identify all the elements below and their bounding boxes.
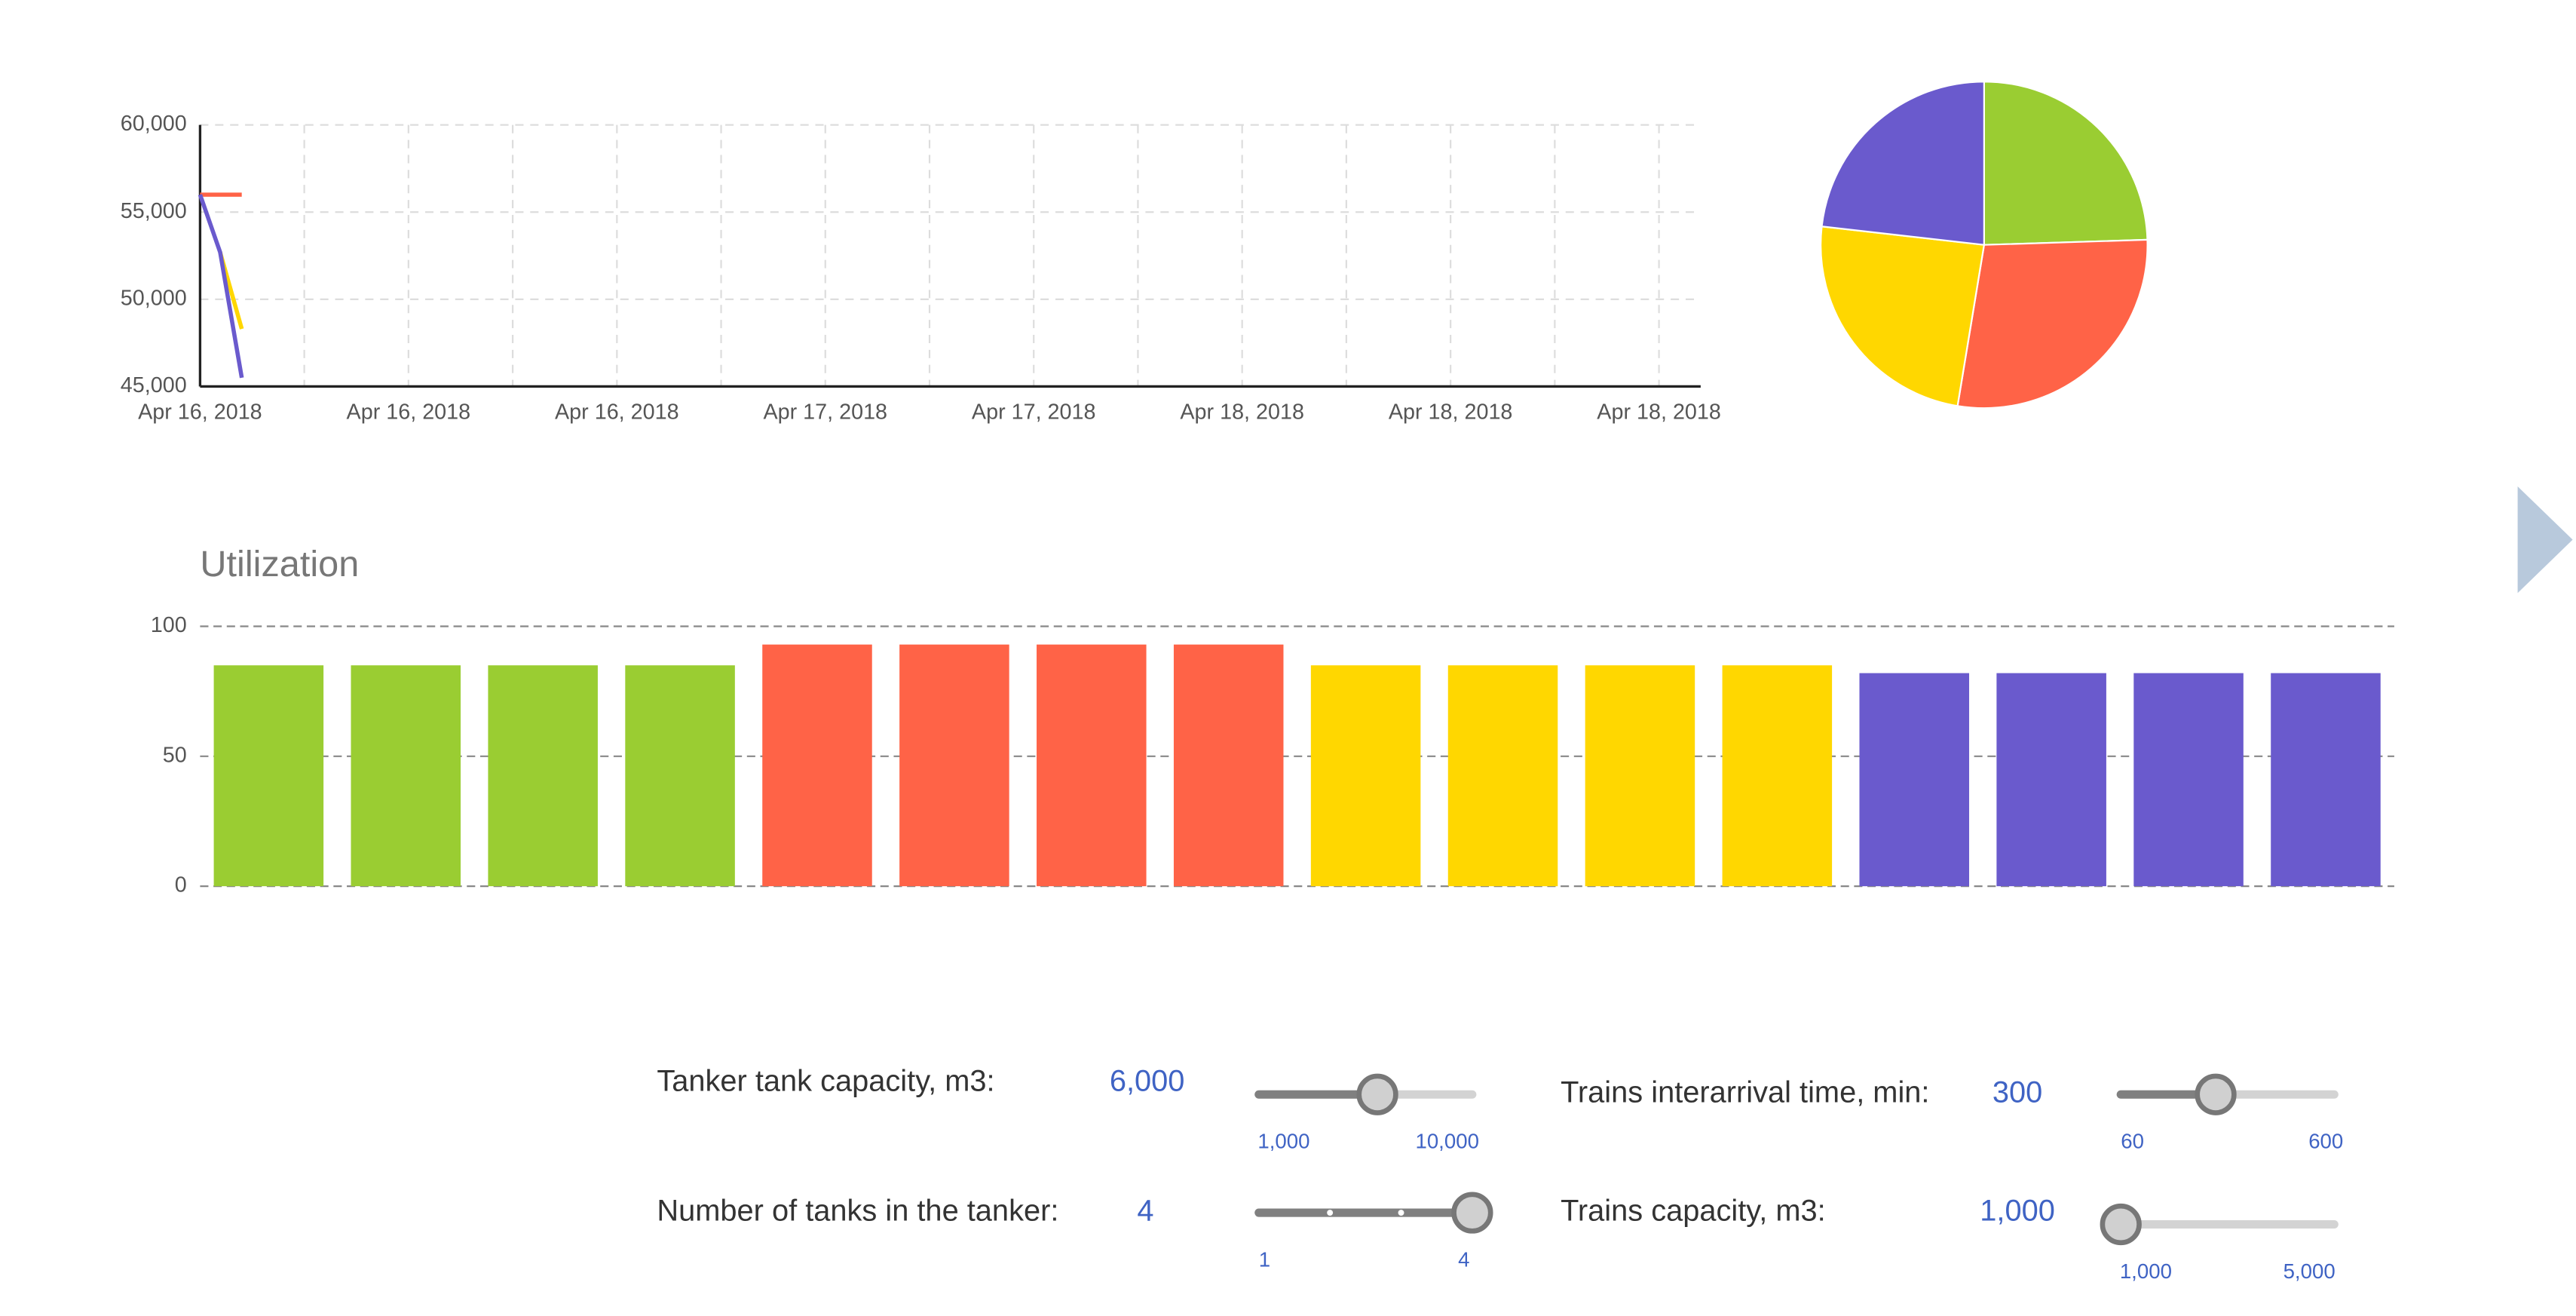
data-line [198,194,244,379]
bar [351,665,461,887]
bar [2133,673,2244,887]
y-tick-label: 100 [151,613,187,637]
slider-max-label: 5,000 [2283,1259,2336,1283]
bar [1585,665,1695,887]
bar [1722,665,1833,887]
slider-max-label: 4 [1458,1247,1469,1271]
y-tick-label: 55,000 [121,199,187,223]
control-label: Tanker tank capacity, m3: [657,1064,994,1097]
x-tick-label: Apr 18, 2018 [1389,400,1513,424]
x-tick-label: Apr 17, 2018 [763,400,887,424]
bar [762,644,872,887]
next-arrow[interactable] [2517,486,2573,594]
x-tick-label: Apr 17, 2018 [972,400,1096,424]
bar [488,665,598,887]
bar [899,644,1009,887]
slider-knob[interactable] [1451,1192,1493,1234]
slider-knob[interactable] [2100,1203,2142,1246]
slider-max-label: 600 [2308,1130,2343,1153]
bar [1037,644,1147,887]
control-value: 4 [1137,1195,1153,1228]
control-label: Trains interarrival time, min: [1561,1076,1929,1109]
bar-chart-title: Utilization [200,544,359,584]
control-value: 300 [1992,1076,2042,1109]
slider-min-label: 1,000 [2120,1259,2172,1283]
bar [2271,673,2381,887]
slider-max-label: 10,000 [1415,1130,1479,1153]
bar [625,665,735,887]
pie-slice [1821,81,1985,246]
bar [1996,673,2106,887]
x-tick-label: Apr 16, 2018 [138,400,262,424]
slider-knob[interactable] [1356,1073,1398,1115]
control-value: 1,000 [1980,1195,2055,1228]
slider-knob[interactable] [2195,1073,2237,1115]
slider-min-label: 1,000 [1257,1130,1309,1153]
y-tick-label: 50 [163,743,187,767]
bar [1859,673,1970,887]
bar [1310,665,1421,887]
control-label: Trains capacity, m3: [1561,1195,1826,1228]
pie-slice [1983,81,2149,246]
x-tick-label: Apr 16, 2018 [555,400,679,424]
slider-step [1398,1210,1404,1216]
bar [213,665,324,887]
y-tick-label: 60,000 [121,112,187,136]
y-tick-label: 50,000 [121,286,187,310]
bar [1447,665,1558,887]
y-tick-label: 0 [175,873,187,897]
control-value: 6,000 [1110,1064,1185,1097]
x-tick-label: Apr 18, 2018 [1180,400,1304,424]
x-tick-label: Apr 16, 2018 [347,400,471,424]
control-label: Number of tanks in the tanker: [657,1195,1058,1228]
bar [1173,644,1284,887]
slider-min-label: 60 [2121,1130,2144,1153]
pie-slice [1956,238,2149,410]
pie-slice [1820,225,1986,407]
y-tick-label: 45,000 [121,373,187,397]
x-tick-label: Apr 18, 2018 [1597,400,1721,424]
slider-step [1327,1210,1334,1216]
slider-min-label: 1 [1259,1247,1270,1271]
